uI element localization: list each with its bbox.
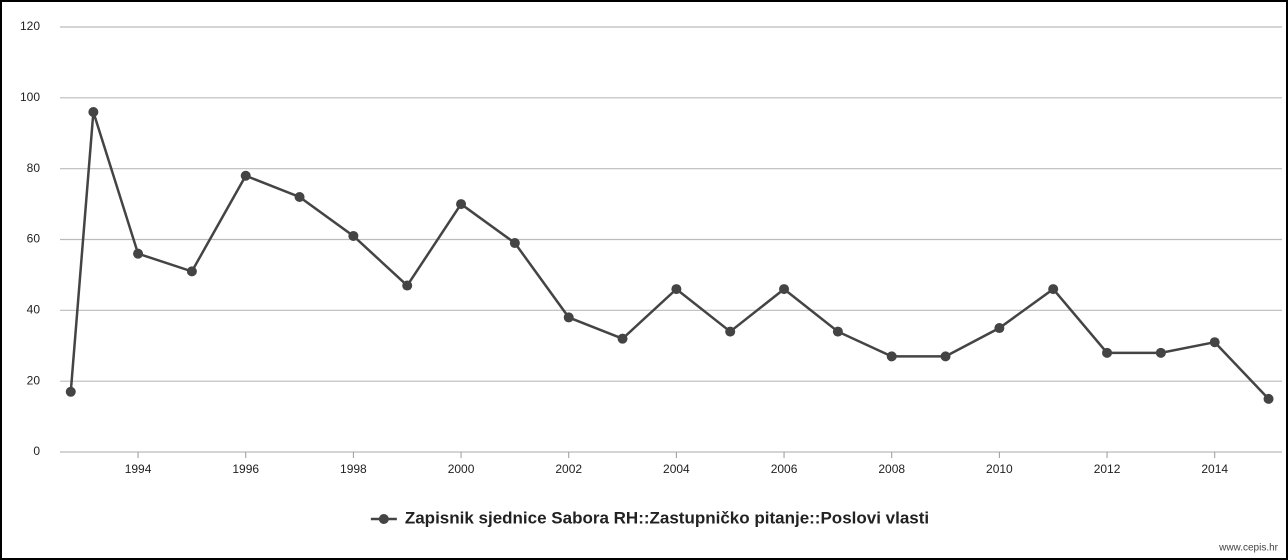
source: www.cepis.hr <box>1218 543 1279 554</box>
point <box>456 199 467 210</box>
point <box>1102 347 1113 358</box>
x-tick-label: 2000 <box>448 462 475 476</box>
point <box>886 351 897 362</box>
y-tick-label: 60 <box>27 232 41 246</box>
point <box>240 170 251 181</box>
x-tick-label: 2008 <box>878 462 905 476</box>
point <box>832 326 843 337</box>
x-tick-label: 1994 <box>125 462 152 476</box>
point <box>402 280 413 291</box>
x-tick-label: 1998 <box>340 462 367 476</box>
x-tick-label: 2002 <box>555 462 582 476</box>
y-tick-label: 100 <box>20 90 40 104</box>
point <box>940 351 951 362</box>
point <box>994 323 1005 334</box>
x-tick-label: 2014 <box>1201 462 1228 476</box>
point <box>563 312 574 323</box>
point <box>671 284 682 295</box>
x-tick-label: 1996 <box>232 462 259 476</box>
y-tick-label: 40 <box>27 303 41 317</box>
point <box>186 266 197 277</box>
x-tick-label: 2010 <box>986 462 1013 476</box>
y-tick-label: 20 <box>27 373 41 387</box>
legend-label: Zapisnik sjednice Sabora RH::Zastupničko… <box>405 508 929 527</box>
x-tick-label: 2006 <box>771 462 798 476</box>
y-tick-label: 80 <box>27 161 41 175</box>
point <box>725 326 736 337</box>
point <box>1263 393 1274 404</box>
point <box>348 230 359 241</box>
point <box>1155 347 1166 358</box>
point <box>1048 284 1059 295</box>
point <box>133 248 144 259</box>
point <box>294 192 305 202</box>
point <box>779 284 790 295</box>
series-line <box>69 111 1270 400</box>
point <box>88 107 99 117</box>
point <box>65 386 76 397</box>
x-tick-label: 2012 <box>1094 462 1121 476</box>
point <box>1209 337 1220 348</box>
y-tick-label: 120 <box>20 19 40 33</box>
point <box>617 333 628 344</box>
x-tick-label: 2004 <box>663 462 690 476</box>
legend-marker <box>378 514 389 524</box>
point <box>509 238 520 249</box>
y-tick-label: 0 <box>33 444 40 458</box>
